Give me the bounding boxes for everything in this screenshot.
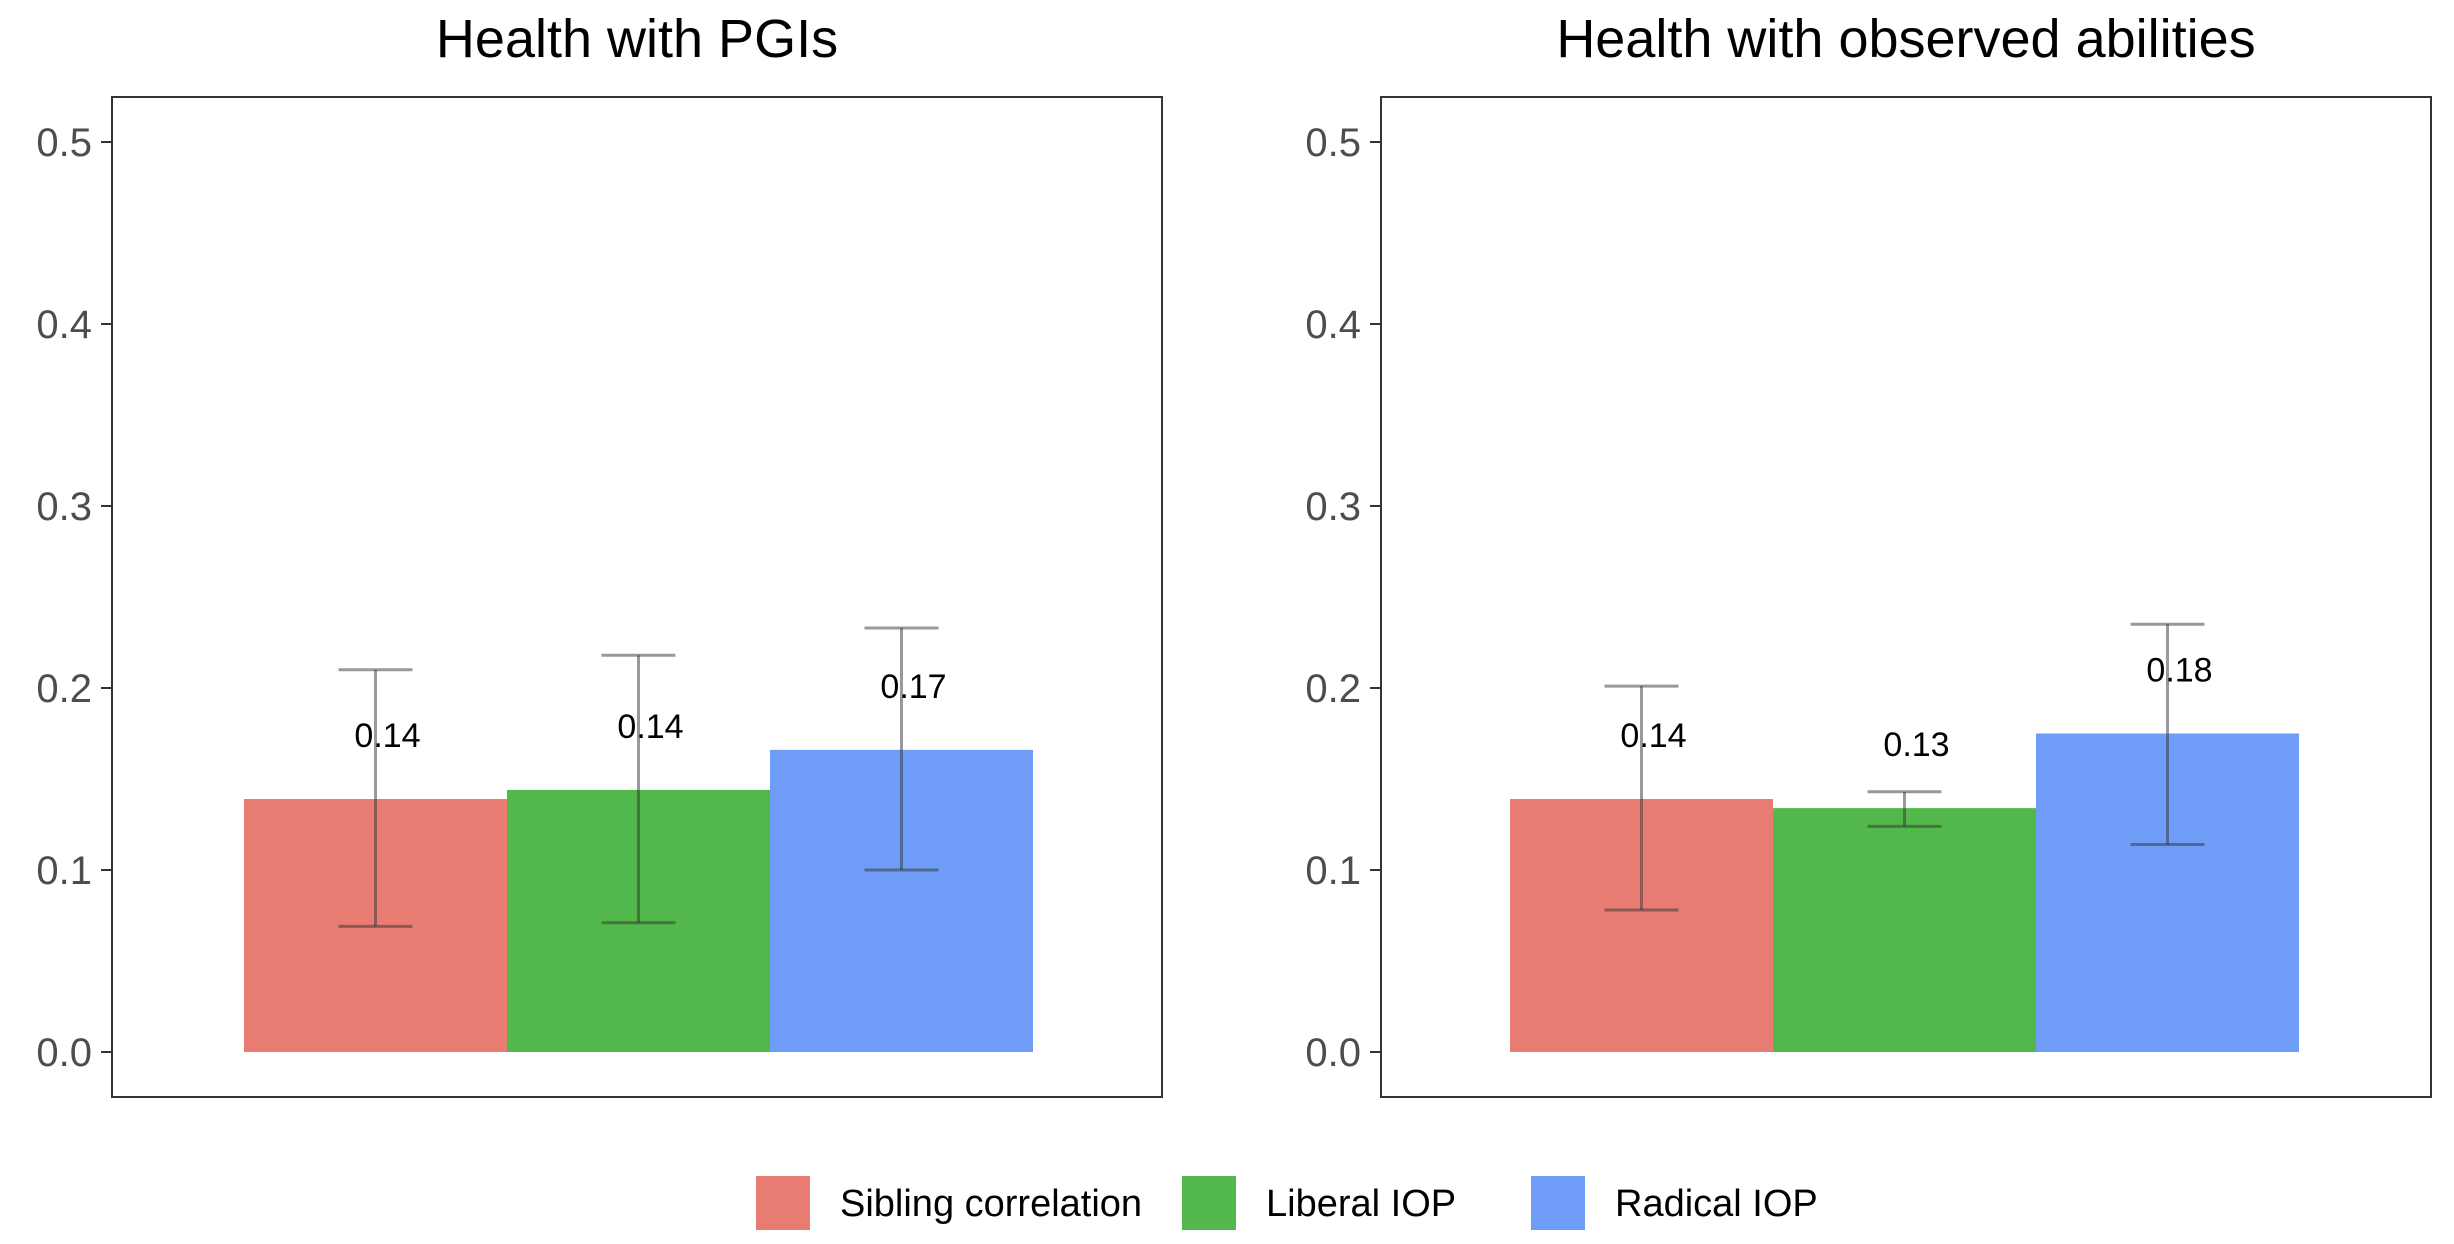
y-tick-label: 0.1 <box>36 849 92 893</box>
y-tick-label: 0.5 <box>1305 121 1361 165</box>
y-tick-label: 0.2 <box>1305 667 1361 711</box>
data-label: 0.14 <box>617 708 683 746</box>
legend-label: Sibling correlation <box>840 1183 1142 1225</box>
error-bar <box>1867 790 1942 828</box>
legend-label: Liberal IOP <box>1266 1183 1456 1225</box>
y-tick-label: 0.3 <box>1305 485 1361 529</box>
data-label: 0.14 <box>354 717 420 755</box>
y-tick-label: 0.0 <box>36 1031 92 1075</box>
y-tick-label: 0.4 <box>1305 303 1361 347</box>
legend-swatch <box>1182 1176 1236 1230</box>
legend-item: Liberal IOP <box>1182 1176 1456 1230</box>
error-bar <box>2130 622 2205 847</box>
data-label: 0.13 <box>1883 726 1949 764</box>
data-label: 0.18 <box>2146 652 2212 690</box>
y-tick-label: 0.0 <box>1305 1031 1361 1075</box>
y-tick-label: 0.2 <box>36 667 92 711</box>
panel-border <box>1380 96 2432 1098</box>
legend: Sibling correlation Liberal IOP Radical IO… <box>756 1176 1818 1230</box>
panel-border <box>111 96 1163 1098</box>
legend-item: Sibling correlation <box>756 1176 1142 1230</box>
legend-swatch <box>1531 1176 1585 1230</box>
y-tick-label: 0.3 <box>36 485 92 529</box>
chart-panel: Health with PGIs 0.0 0.1 0.2 0.3 0.4 0.5 0.14 0.… <box>36 9 1163 1098</box>
chart-panels: Health with PGIs 0.0 0.1 0.2 0.3 0.4 0.5 0.14 0.… <box>36 9 2432 1098</box>
y-tick-label: 0.1 <box>1305 849 1361 893</box>
chart-panel: Health with observed abilities 0.0 0.1 0.2 0… <box>1305 9 2432 1098</box>
legend-item: Radical IOP <box>1531 1176 1818 1230</box>
legend-swatch <box>756 1176 810 1230</box>
error-bar <box>864 626 939 872</box>
error-bar <box>601 653 676 925</box>
y-tick-label: 0.5 <box>36 121 92 165</box>
bar <box>1773 808 2036 1052</box>
y-tick-label: 0.4 <box>36 303 92 347</box>
legend-label: Radical IOP <box>1615 1183 1818 1225</box>
data-label: 0.17 <box>880 668 946 706</box>
data-label: 0.14 <box>1620 717 1686 755</box>
panel-title: Health with PGIs <box>436 9 838 69</box>
panel-title: Health with observed abilities <box>1556 9 2255 69</box>
error-bar <box>1604 684 1679 912</box>
error-bar <box>338 668 413 928</box>
